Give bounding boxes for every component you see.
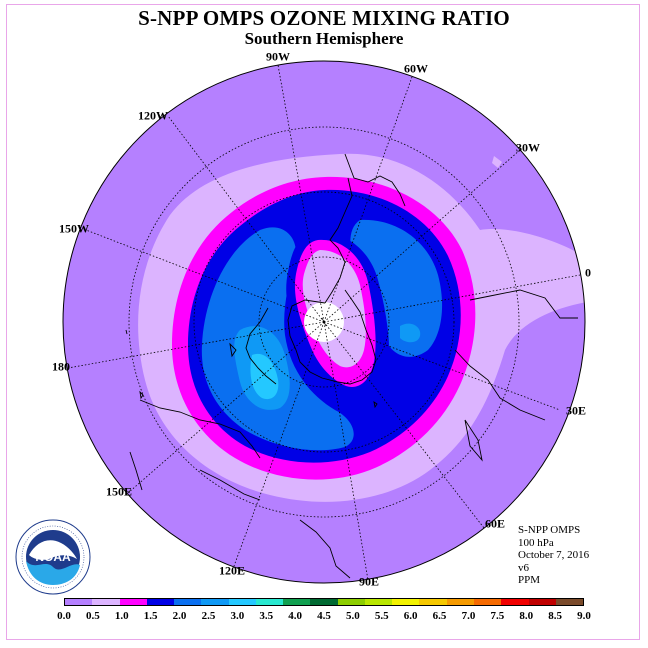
colorbar [64,598,584,606]
map-boundary [62,60,586,584]
colorbar-swatch [337,599,365,605]
island-light [492,156,502,168]
lon-label-0: 0 [585,265,591,280]
colorbar-tick-label: 3.5 [259,610,274,622]
colorbar-tick-label: 3.0 [230,610,245,622]
colorbar-tick-label: 9.0 [577,610,591,622]
antarctica-coast-east [245,307,277,385]
colorbar-swatch [419,599,447,605]
field-mid-blue-right [350,219,443,357]
colorbar-tick-label: 1.5 [143,610,158,622]
noaa-logo-text: NOAA [35,550,71,564]
southern-ocean-coast [299,519,351,579]
colorbar-tick-label: 0.5 [86,610,100,622]
info-date: October 7, 2016 [518,549,590,561]
colorbar-swatch [228,599,256,605]
colorbar-swatch [528,599,556,605]
colorbar-swatch [146,599,175,605]
colorbar-swatch [501,599,529,605]
colorbar-tick-label: 5.0 [346,610,360,622]
colorbar-swatch [310,599,338,605]
info-units: PPM [518,574,541,586]
lon-label-90w: 90W [266,49,290,64]
noaa-logo: NOAA [15,519,91,595]
info-instrument: S-NPP OMPS [518,524,581,536]
colorbar-swatch [446,599,474,605]
colorbar-tick-label: 8.5 [548,610,562,622]
colorbar-swatch [92,599,120,605]
lon-label-60w: 60W [404,61,428,76]
madagascar-coast [464,419,483,462]
colorbar-tick-label: 4.5 [317,610,331,622]
colorbar-swatch [364,599,393,605]
colorbar-tick-label: 2.5 [201,610,216,622]
info-block: S-NPP OMPS 100 hPa October 7, 2016 v6 PP… [518,524,589,587]
lon-label-30w: 30W [516,140,540,155]
indian-ocean-islands [125,329,378,409]
colorbar-tick-label: 0.0 [57,610,71,622]
colorbar-swatch [392,599,420,605]
lon-label-150e: 150E [105,484,133,499]
colorbar-tick-label: 8.0 [519,610,534,622]
plot-frame [6,4,640,640]
colorbar-swatch [201,599,229,605]
lon-label-120w: 120W [138,108,168,123]
lon-label-150w: 150W [59,221,89,236]
lon-label-60e: 60E [484,516,506,531]
antarctica-coast-west [287,289,377,385]
lon-label-30e: 30E [565,403,587,418]
lon-label-120e: 120E [218,563,246,578]
field-light-blue-spot [400,323,421,343]
colorbar-swatch [65,599,93,605]
colorbar-tick-label: 5.5 [374,610,389,622]
lon-label-180: 180 [52,359,70,374]
colorbar-tick-label: 2.0 [172,610,187,622]
colorbar-swatch [555,599,584,605]
colorbar-tick-label: 1.0 [114,610,129,622]
colorbar-swatch [174,599,202,605]
colorbar-tick-label: 4.0 [288,610,302,622]
info-version: v6 [518,561,529,574]
field-mid-blue-left [201,227,354,451]
colorbar-tick-label: 6.0 [403,610,418,622]
map-title: S-NPP OMPS OZONE MIXING RATIO [138,6,510,30]
australia-coast [139,399,261,501]
coastlines [107,153,578,579]
colorbar-tick-label: 6.5 [432,610,447,622]
colorbar-swatch [473,599,502,605]
graticule [67,64,581,581]
map-subtitle: Southern Hemisphere [244,29,404,48]
field-cyan-patch [250,353,279,400]
colorbar-swatch [119,599,147,605]
info-level: 100 hPa [518,536,554,549]
antarctic-peninsula-coast [324,177,353,304]
africa-coast [454,289,578,421]
south-america-coast [344,153,406,207]
lon-label-90e: 90E [358,574,380,589]
colorbar-tick-label: 7.0 [461,610,476,622]
colorbar-tick-label: 7.5 [490,610,505,622]
colorbar-swatch [283,599,311,605]
colorbar-swatch [255,599,284,605]
colorbar-ticks: 0.0 0.5 1.0 1.5 2.0 2.5 3.0 3.5 4.0 4.5 5.0 5.5 6.0 6… [0,610,648,624]
